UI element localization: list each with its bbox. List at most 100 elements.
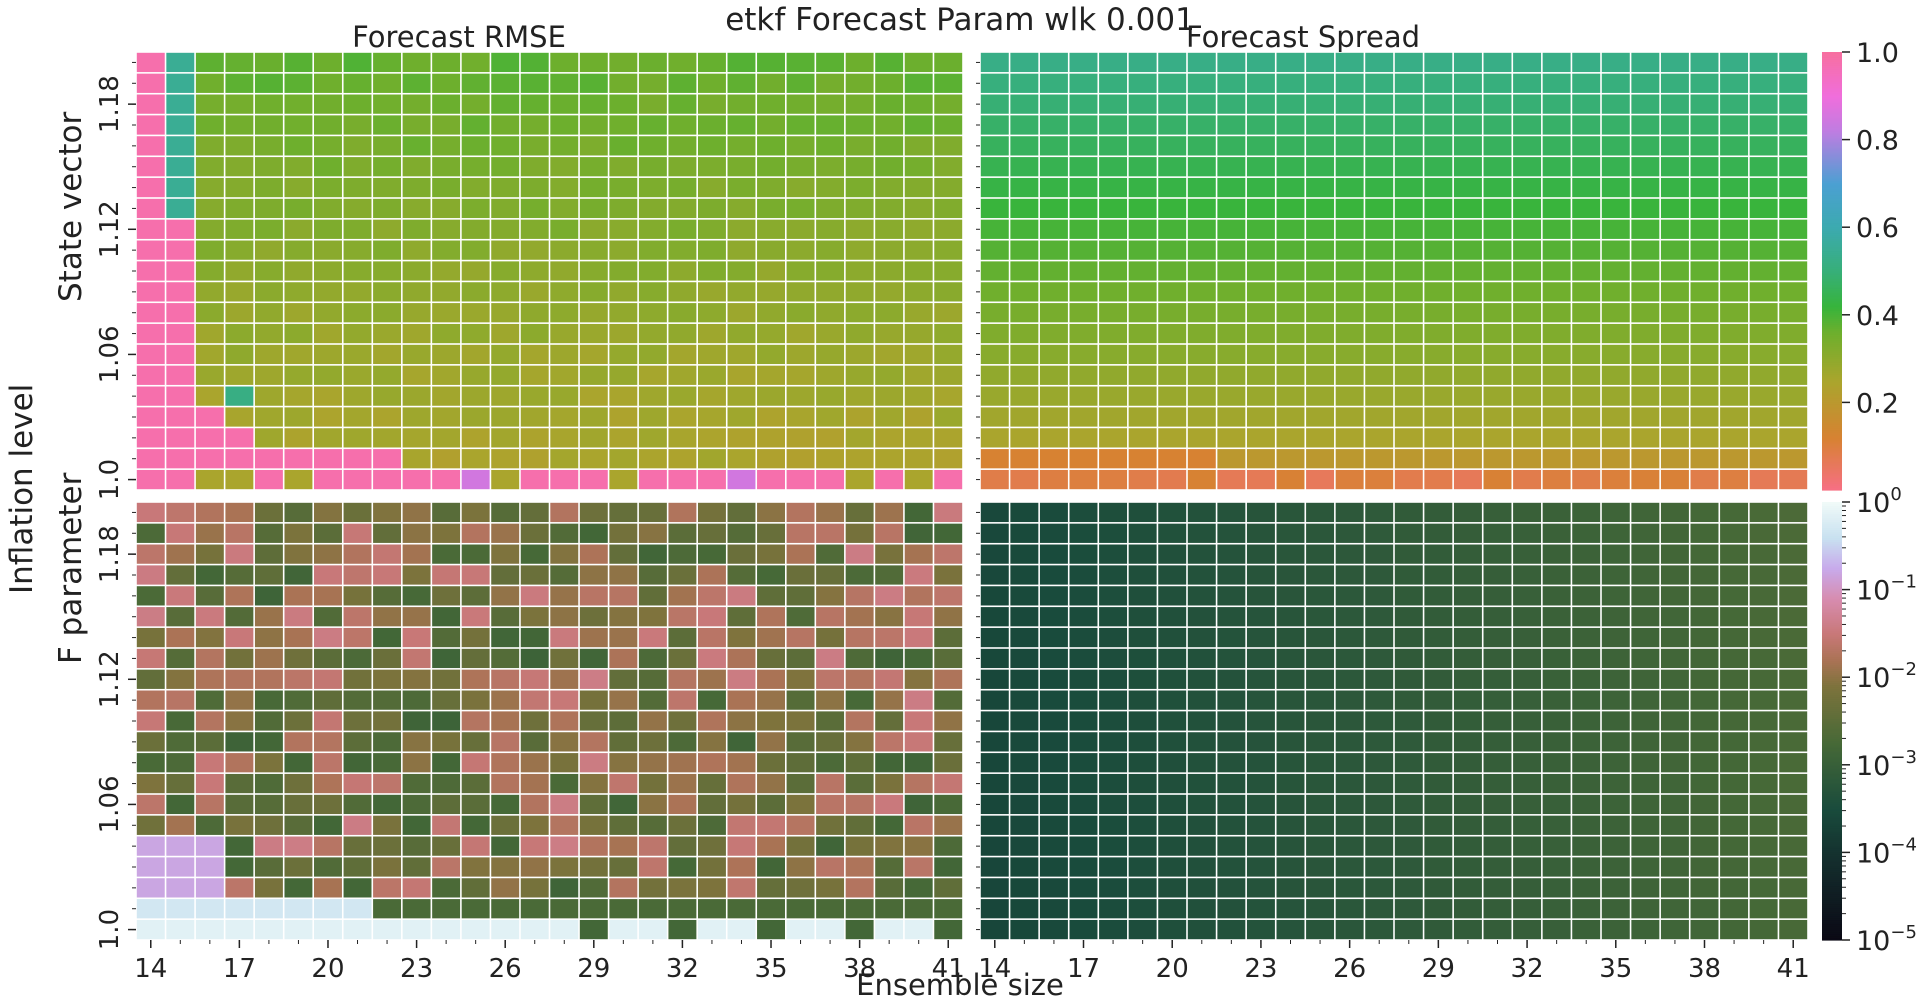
heatmap-cell	[934, 323, 963, 344]
heatmap-cell	[1690, 344, 1719, 365]
colorbar-top-segment	[1822, 167, 1842, 171]
heatmap-cell	[1010, 919, 1039, 940]
heatmap-cell	[1631, 52, 1660, 73]
heatmap-cell	[1276, 773, 1305, 794]
heatmap-cell	[550, 73, 579, 93]
heatmap-cell	[1187, 586, 1216, 606]
colorbar-top-segment	[1822, 458, 1842, 461]
colorbar-top-segment	[1822, 434, 1842, 437]
heatmap-cell	[1306, 753, 1335, 773]
colorbar-top-segment	[1822, 137, 1842, 141]
heatmap-cell	[727, 753, 756, 773]
heatmap-cell	[520, 386, 549, 406]
heatmap-cell	[1306, 919, 1335, 940]
heatmap-cell	[432, 773, 461, 794]
colorbar-top-segment	[1822, 119, 1842, 123]
heatmap-cell	[166, 899, 195, 919]
heatmap-cell	[816, 365, 845, 385]
heatmap-cell	[550, 52, 579, 73]
heatmap-cell	[1513, 565, 1542, 585]
heatmap-cell	[1335, 303, 1364, 323]
heatmap-cell	[845, 878, 874, 898]
heatmap-cell	[1187, 794, 1216, 815]
heatmap-cell	[1128, 711, 1157, 731]
heatmap-cell	[225, 586, 254, 606]
heatmap-cell	[314, 857, 342, 877]
colorbar-top-segment	[1822, 169, 1842, 173]
colorbar-bottom-segment	[1822, 894, 1842, 897]
heatmap-cell	[1365, 586, 1394, 606]
heatmap-cell	[1690, 586, 1719, 606]
heatmap-cell	[980, 303, 1009, 323]
heatmap-cell	[904, 690, 933, 710]
heatmap-cell	[1513, 732, 1542, 752]
heatmap-cell	[934, 669, 963, 689]
heatmap-cell	[373, 565, 402, 585]
heatmap-cell	[1010, 607, 1039, 627]
heatmap-cell	[980, 711, 1009, 731]
heatmap-cell	[1542, 157, 1571, 177]
heatmap-cell	[609, 282, 638, 302]
heatmap-cell	[1217, 323, 1246, 344]
heatmap-cell	[491, 344, 520, 365]
heatmap-cell	[1276, 428, 1305, 448]
heatmap-cell	[668, 565, 697, 585]
heatmap-cell	[609, 690, 638, 710]
heatmap-cell	[1010, 344, 1039, 365]
heatmap-cell	[1572, 732, 1601, 752]
colorbar-top-segment	[1822, 380, 1842, 384]
heatmap-cell	[980, 428, 1009, 448]
heatmap-cell	[638, 469, 667, 490]
heatmap-cell	[786, 773, 815, 794]
heatmap-cell	[1453, 899, 1482, 919]
colorbar-bottom-segment	[1822, 904, 1842, 907]
heatmap-cell	[1720, 815, 1749, 835]
heatmap-cell	[904, 732, 933, 752]
heatmap-cell	[225, 94, 254, 114]
heatmap-cell	[579, 469, 608, 490]
heatmap-cell	[1276, 344, 1305, 365]
heatmap-cell	[195, 857, 224, 877]
heatmap-cell	[697, 115, 726, 135]
heatmap-cell	[1276, 544, 1305, 564]
heatmap-cell	[1779, 919, 1808, 940]
heatmap-cell	[1690, 607, 1719, 627]
colorbar-top-segment	[1822, 386, 1842, 390]
colorbar-bottom-segment	[1822, 705, 1842, 708]
heatmap-cell	[934, 344, 963, 365]
colorbar-bottom-segment	[1822, 535, 1842, 539]
colorbar-bottom-segment	[1822, 926, 1842, 929]
heatmap-cell	[1424, 428, 1453, 448]
heatmap-cell	[1631, 136, 1660, 156]
heatmap-cell	[1749, 261, 1778, 281]
heatmap-cell	[1690, 52, 1719, 73]
heatmap-cell	[491, 115, 520, 135]
heatmap-cell	[254, 732, 283, 752]
heatmap-cell	[934, 690, 963, 710]
heatmap-cell	[1720, 523, 1749, 543]
heatmap-cell	[343, 323, 372, 344]
heatmap-cell	[461, 711, 490, 731]
colorbar-top-segment	[1822, 63, 1842, 67]
heatmap-cell	[373, 607, 402, 627]
heatmap-cell	[225, 878, 254, 898]
heatmap-cell	[1217, 878, 1246, 898]
heatmap-cell	[875, 565, 904, 585]
heatmap-cell	[1483, 711, 1512, 731]
heatmap-cell	[1601, 469, 1630, 490]
heatmap-cell	[166, 198, 195, 219]
colorbar-bottom-segment	[1822, 653, 1842, 656]
heatmap-cell	[1306, 428, 1335, 448]
panel-title-rmse: Forecast RMSE	[352, 20, 566, 54]
heatmap-cell	[727, 773, 756, 794]
heatmap-cell	[1542, 586, 1571, 606]
colorbar-top-segment	[1822, 163, 1842, 167]
colorbar-top-segment	[1822, 171, 1842, 175]
heatmap-cell	[1128, 523, 1157, 543]
heatmap-cell	[254, 794, 283, 815]
colorbar-top-segment	[1822, 187, 1842, 190]
heatmap-cell	[254, 523, 283, 543]
heatmap-cell	[1217, 157, 1246, 177]
heatmap-cell	[1424, 878, 1453, 898]
heatmap-cell	[1601, 261, 1630, 281]
